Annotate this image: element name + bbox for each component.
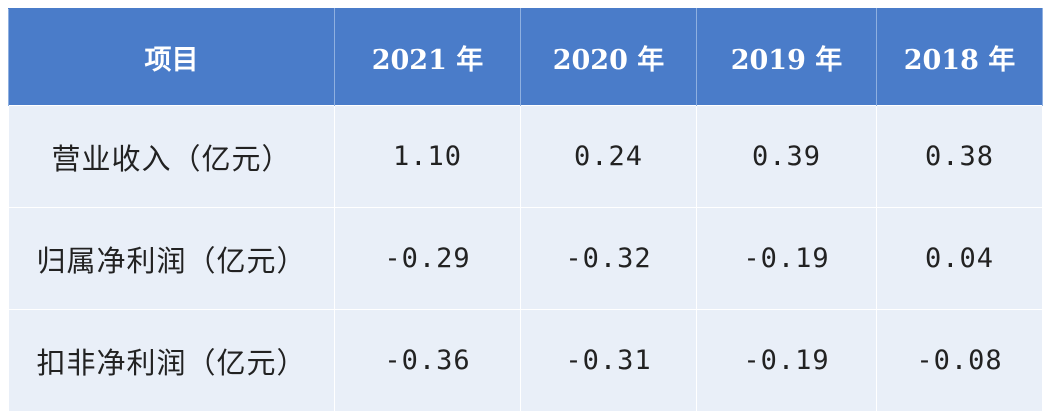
cell-revenue-2019: 0.39 <box>696 105 877 208</box>
cell-deducted-net-profit-2020: -0.31 <box>520 309 697 412</box>
cell-revenue-2018: 0.38 <box>876 105 1043 208</box>
row-label-revenue: 营业收入（亿元） <box>8 105 335 208</box>
header-cell-2020: 2020 年 <box>520 8 697 106</box>
row-label-deducted-net-profit: 扣非净利润（亿元） <box>8 309 335 412</box>
header-cell-2021: 2021 年 <box>334 8 521 106</box>
cell-net-profit-2019: -0.19 <box>696 207 877 310</box>
header-cell-2018: 2018 年 <box>876 8 1043 106</box>
cell-revenue-2020: 0.24 <box>520 105 697 208</box>
header-row: 项目 2021 年 2020 年 2019 年 2018 年 <box>8 8 1043 106</box>
financial-table: 项目 2021 年 2020 年 2019 年 2018 年 营业收入（亿元） … <box>8 8 1043 412</box>
cell-revenue-2021: 1.10 <box>334 105 521 208</box>
table-row-revenue: 营业收入（亿元） 1.10 0.24 0.39 0.38 <box>8 105 1043 208</box>
row-label-net-profit: 归属净利润（亿元） <box>8 207 335 310</box>
table-row-net-profit: 归属净利润（亿元） -0.29 -0.32 -0.19 0.04 <box>8 207 1043 310</box>
cell-net-profit-2018: 0.04 <box>876 207 1043 310</box>
cell-deducted-net-profit-2021: -0.36 <box>334 309 521 412</box>
cell-net-profit-2021: -0.29 <box>334 207 521 310</box>
table-row-deducted-net-profit: 扣非净利润（亿元） -0.36 -0.31 -0.19 -0.08 <box>8 309 1043 412</box>
header-cell-item: 项目 <box>8 8 335 106</box>
cell-deducted-net-profit-2018: -0.08 <box>876 309 1043 412</box>
header-cell-2019: 2019 年 <box>696 8 877 106</box>
cell-deducted-net-profit-2019: -0.19 <box>696 309 877 412</box>
cell-net-profit-2020: -0.32 <box>520 207 697 310</box>
financial-table-container: 项目 2021 年 2020 年 2019 年 2018 年 营业收入（亿元） … <box>8 8 1043 412</box>
